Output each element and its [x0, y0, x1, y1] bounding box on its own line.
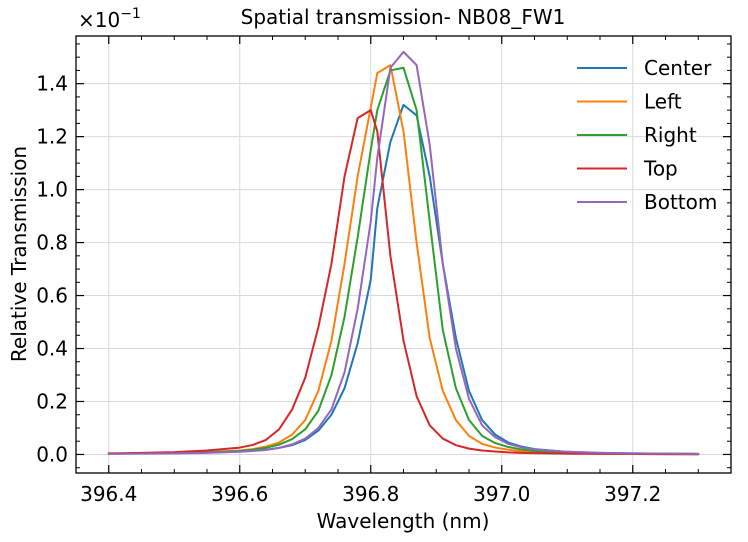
chart-title: Spatial transmission- NB08_FW1 — [241, 5, 566, 29]
legend-label-left: Left — [644, 90, 682, 114]
x-axis-label: Wavelength (nm) — [317, 509, 490, 533]
y-tick-label: 0.4 — [36, 337, 68, 361]
y-tick-label: 1.2 — [36, 125, 68, 149]
y-tick-label: 1.0 — [36, 178, 68, 202]
legend-label-right: Right — [644, 123, 697, 147]
y-tick-label: 0.0 — [36, 442, 68, 466]
y-scale-base: ×10 — [78, 8, 120, 32]
legend-label-center: Center — [644, 56, 712, 80]
y-tick-label: 0.8 — [36, 231, 68, 255]
x-tick-label: 397.0 — [473, 482, 530, 506]
y-tick-label: 1.4 — [36, 72, 68, 96]
x-tick-label: 396.6 — [211, 482, 268, 506]
legend-label-bottom: Bottom — [644, 190, 717, 214]
x-tick-label: 396.4 — [80, 482, 137, 506]
y-scale-exponent: −1 — [120, 6, 141, 22]
y-tick-label: 0.6 — [36, 284, 68, 308]
grid — [76, 36, 731, 473]
legend: Center Left Right Top Bottom — [577, 56, 717, 214]
series-line-bottom — [107, 50, 700, 455]
legend-label-top: Top — [643, 157, 678, 181]
y-tick-label: 0.2 — [36, 389, 68, 413]
x-tick-label: 397.2 — [604, 482, 661, 506]
x-tick-label: 396.8 — [342, 482, 399, 506]
y-axis-label: Relative Transmission — [7, 146, 31, 362]
y-scale-factor: ×10−1 — [78, 6, 141, 32]
axis-ticks: 396.4 396.6 396.8 397.0 397.2 0.0 0.2 0.4 0.6 0.8… — [36, 36, 732, 506]
series-lines — [107, 50, 700, 456]
series-line-top — [107, 109, 700, 456]
